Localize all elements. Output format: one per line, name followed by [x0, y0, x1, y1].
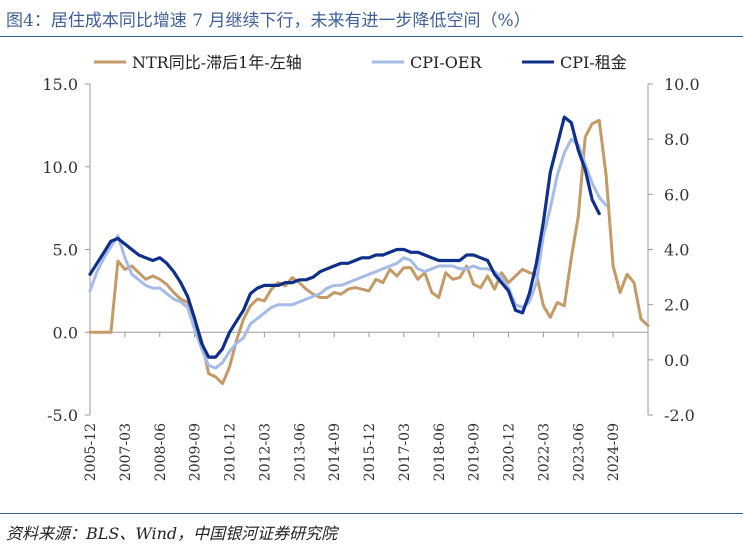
y-right-tick-label: 8.0 — [664, 130, 689, 149]
x-tick-label: 2012-03 — [257, 423, 273, 481]
legend-label-1: CPI-OER — [410, 53, 483, 72]
x-tick-label: 2017-03 — [397, 423, 413, 481]
x-tick-label: 2009-09 — [188, 423, 204, 481]
x-tick-label: 2010-12 — [223, 423, 239, 481]
x-tick-label: 2005-12 — [83, 423, 99, 481]
series-layer — [88, 115, 650, 386]
y-left-tick-label: 0.0 — [53, 323, 78, 342]
figure-title: 图4：居住成本同比增速 7 月继续下行，未来有进一步降低空间（%） — [6, 11, 531, 31]
y-left-tick-label: 5.0 — [53, 241, 78, 260]
series-line-1 — [88, 137, 608, 370]
x-tick-label: 2015-12 — [362, 423, 378, 481]
legend-label-2: CPI-租金 — [560, 53, 627, 72]
x-tick-label: 2014-09 — [327, 423, 343, 481]
x-tick-label: 2023-06 — [571, 423, 587, 481]
x-tick-label: 2019-09 — [467, 423, 483, 481]
source-divider — [0, 513, 743, 514]
chart-axes: -5.0 0.0 5.0 10.0 15.0 -2.0 0.0 2.0 4.0 6.0 8.0 10.… — [42, 75, 699, 481]
x-tick-label: 2020-12 — [502, 423, 518, 481]
x-tick-label: 2008-06 — [153, 423, 169, 481]
x-tick-label: 2024-09 — [606, 423, 622, 481]
title-divider — [0, 36, 743, 37]
y-right-tick-label: 6.0 — [664, 185, 689, 204]
legend-label-0: NTR同比-滞后1年-左轴 — [132, 53, 302, 72]
y-right-tick-label: 2.0 — [664, 296, 689, 315]
source-note: 资料来源：BLS、Wind，中国银河证券研究院 — [6, 524, 338, 543]
x-tick-label: 2007-03 — [118, 423, 134, 481]
x-tick-label: 2018-06 — [432, 423, 448, 481]
y-right-tick-label: -2.0 — [664, 406, 695, 425]
y-left-tick-label: 10.0 — [42, 158, 78, 177]
y-left-tick-label: 15.0 — [42, 75, 78, 94]
y-right-tick-label: 0.0 — [664, 351, 689, 370]
x-tick-label: 2013-06 — [292, 423, 308, 481]
y-right-tick-label: 10.0 — [664, 75, 700, 94]
chart-legend: NTR同比-滞后1年-左轴 CPI-OER CPI-租金 — [94, 53, 627, 72]
y-right-tick-label: 4.0 — [664, 241, 689, 260]
y-left-tick-label: -5.0 — [47, 406, 78, 425]
x-tick-label: 2022-03 — [536, 423, 552, 481]
series-line-0 — [88, 118, 650, 386]
series-line-2 — [88, 115, 601, 359]
